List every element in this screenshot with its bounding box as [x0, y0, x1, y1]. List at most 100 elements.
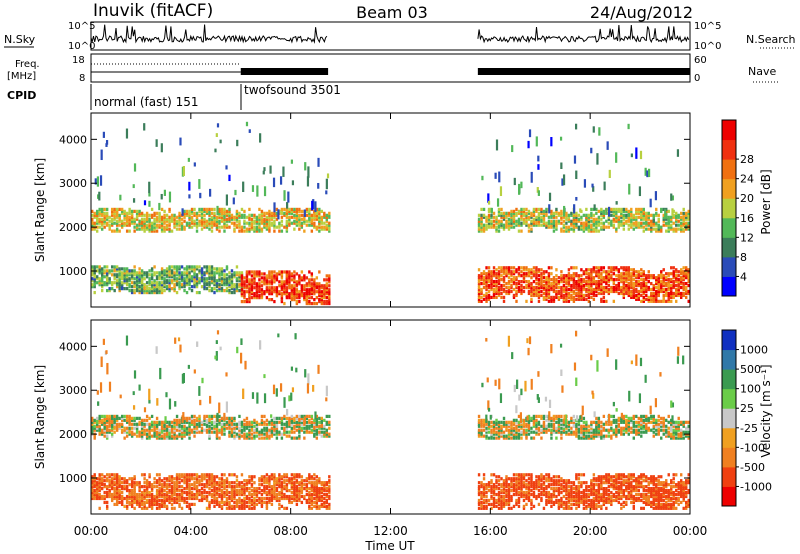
velocity-cell: [240, 428, 244, 432]
velocity-cell: [120, 428, 124, 432]
power-cell: [570, 289, 573, 294]
power-cell: [200, 227, 204, 231]
velocity-cell: [118, 479, 121, 483]
velocity-cell: [240, 506, 244, 510]
velocity-cell: [278, 432, 281, 436]
velocity-cell: [173, 422, 176, 426]
power-cell: [517, 229, 521, 233]
power-cell: [258, 284, 261, 288]
velocity-cell: [123, 487, 126, 491]
power-cell: [617, 274, 621, 278]
power-cell: [502, 266, 506, 270]
velocity-cell: [233, 485, 236, 489]
power-cell: [572, 276, 576, 280]
velocity-cell: [155, 436, 159, 440]
power-cell: [268, 221, 271, 225]
velocity-cell: [193, 422, 196, 426]
velocity-cell: [173, 496, 176, 501]
power-cell: [671, 208, 674, 216]
velocity-cell: [230, 428, 234, 432]
velocity-cell: [188, 420, 191, 424]
power-cell: [540, 293, 543, 298]
power-cell: [238, 223, 241, 227]
velocity-cell: [160, 488, 164, 493]
power-cell: [113, 289, 116, 293]
power-cell: [572, 283, 576, 288]
velocity-cell: [133, 500, 136, 505]
velocity-cell: [93, 485, 96, 489]
velocity-cell: [233, 428, 236, 432]
power-cell: [269, 165, 272, 174]
velocity-cell: [103, 430, 106, 434]
power-cell: [170, 273, 174, 277]
power-cell: [128, 277, 131, 281]
power-cell: [642, 287, 645, 292]
velocity-cell: [308, 430, 311, 434]
power-cell: [268, 223, 271, 227]
power-cell: [630, 285, 633, 290]
power-cell: [128, 215, 131, 219]
power-cell: [310, 282, 314, 286]
velocity-cell: [91, 481, 94, 485]
power-cell: [165, 273, 169, 277]
power-cell: [243, 282, 246, 286]
power-cell: [547, 291, 551, 296]
power-cell: [290, 298, 294, 302]
power-cell: [280, 284, 284, 288]
power-cell: [537, 285, 541, 290]
power-cell: [485, 266, 488, 270]
power-cell: [128, 223, 131, 227]
power-cell: [548, 192, 552, 202]
power-cell: [605, 207, 608, 213]
velocity-cell: [125, 498, 129, 503]
velocity-cell: [228, 418, 231, 422]
power-cell: [220, 267, 224, 271]
power-cell: [557, 281, 561, 286]
power-cell: [577, 225, 581, 229]
power-cell: [505, 213, 508, 217]
station-title: Inuvik (fitACF): [93, 1, 213, 21]
power-cell: [645, 293, 648, 298]
power-cell: [228, 285, 231, 289]
power-cell: [110, 223, 114, 227]
power-cell: [622, 215, 626, 219]
velocity-cell: [300, 426, 304, 430]
power-cell: [672, 215, 675, 219]
velocity-cell: [170, 506, 174, 510]
velocity-cell: [110, 487, 114, 491]
power-cell: [150, 221, 154, 225]
velocity-cell: [240, 487, 244, 491]
power-cell: [143, 273, 146, 277]
power-cell: [148, 192, 151, 197]
power-cell: [612, 281, 616, 286]
power-cell: [552, 297, 556, 301]
velocity-cell: [198, 420, 201, 424]
power-y-tick-label: 2000: [59, 221, 87, 234]
power-cell: [198, 219, 201, 223]
power-cell: [537, 164, 540, 170]
velocity-cell: [130, 494, 134, 499]
power-cell: [545, 297, 548, 301]
power-cell: [575, 293, 578, 298]
power-cell: [570, 219, 573, 223]
power-cell: [163, 285, 166, 289]
power-cell: [550, 281, 553, 286]
velocity-cell: [233, 422, 236, 426]
power-cell: [130, 271, 134, 275]
velocity-cell: [228, 500, 231, 505]
velocity-cell: [133, 418, 136, 422]
power-cell: [490, 207, 493, 214]
power-cell: [555, 283, 558, 288]
velocity-cell: [275, 420, 279, 424]
power-cell: [135, 223, 139, 227]
power-cell: [160, 221, 164, 225]
velocity-cell: [138, 432, 141, 436]
power-cell: [250, 217, 254, 221]
power-cell: [118, 275, 121, 279]
velocity-cell: [318, 420, 321, 424]
power-cell: [547, 223, 551, 227]
velocity-cell: [153, 496, 156, 501]
power-cell: [680, 272, 683, 276]
power-cell: [168, 273, 171, 277]
velocity-cell: [130, 477, 134, 481]
